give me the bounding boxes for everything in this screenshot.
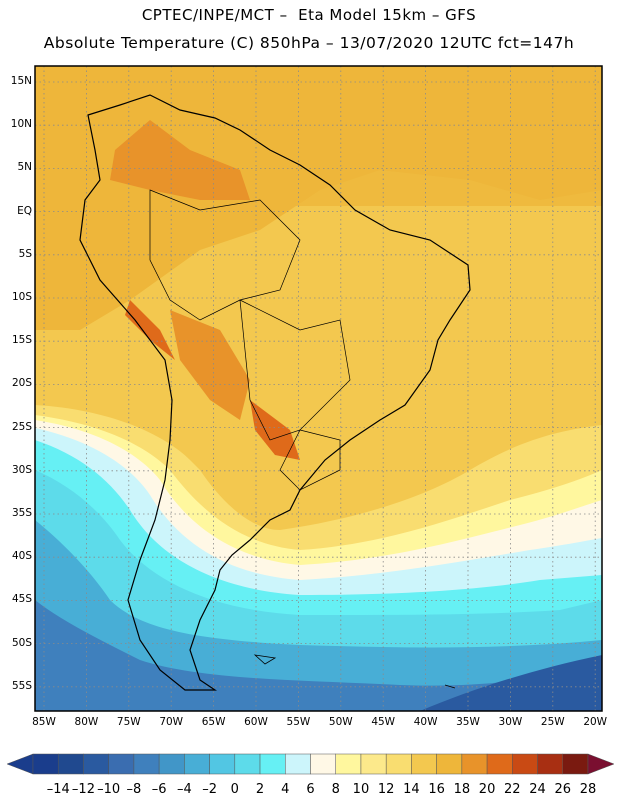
colorbar-cell [57, 753, 84, 775]
lon-label-40W: 40W [413, 716, 438, 728]
map-frame [34, 65, 603, 712]
colorbar-label: –8 [126, 782, 142, 797]
colorbar-cell [461, 753, 488, 775]
south-america-coastline [79, 94, 471, 691]
lat-label-10N: 10N [10, 118, 32, 131]
cold-band-neg10 [420, 655, 602, 711]
colorbar-over-arrow [587, 753, 615, 775]
colorbar-label: 8 [331, 782, 340, 797]
lat-label-40S: 40S [11, 550, 32, 563]
country-borders-north [149, 189, 301, 321]
bolivia-hot-patch [170, 310, 250, 420]
colorbar-cell [32, 753, 59, 775]
colorbar-label: 14 [403, 782, 420, 797]
colorbar-cell [108, 753, 135, 775]
colorbar-cell [209, 753, 236, 775]
colorbar-cell [562, 753, 589, 775]
lat-label-50S: 50S [11, 636, 32, 649]
colorbar-label: –14 [46, 782, 70, 797]
colorbar-cell [360, 753, 387, 775]
map-gridlines [35, 66, 602, 711]
lat-label-35S: 35S [11, 507, 32, 519]
lat-label-25S: 25S [11, 420, 32, 433]
colorbar-label: –2 [202, 782, 217, 797]
lat-label-EQ: EQ [17, 204, 32, 217]
country-borders-south [279, 429, 341, 491]
colorbar-label: –6 [151, 782, 167, 797]
temperature-field [35, 66, 602, 711]
lon-label-50W: 50W [328, 716, 353, 728]
colorbar [6, 753, 615, 775]
colorbar-label: –10 [97, 782, 121, 797]
colorbar-cell [310, 753, 336, 775]
lat-label-15N: 15N [10, 75, 32, 87]
colorbar-cell [411, 753, 437, 775]
colorbar-cell [512, 753, 538, 775]
chart-title-line1: CPTEC/INPE/MCT – Eta Model 15km – GFS [141, 6, 477, 24]
cold-band-neg2 [35, 520, 602, 711]
colorbar-label: 28 [579, 782, 597, 797]
colorbar-label: 20 [478, 782, 496, 797]
colorbar-label: 0 [230, 782, 239, 797]
lat-label-55S: 55S [11, 679, 32, 692]
colorbar-label: 24 [529, 782, 546, 797]
colorbar-cell [259, 753, 286, 775]
lat-label-20S: 20S [11, 377, 32, 390]
lon-label-25W: 25W [540, 716, 565, 728]
colorbar-cell [486, 753, 513, 775]
lon-label-45W: 45W [371, 716, 396, 728]
colorbar-label: 10 [352, 782, 370, 797]
lon-label-65W: 65W [201, 716, 226, 728]
colorbar-label: 22 [504, 782, 521, 797]
colorbar-cell [133, 753, 160, 775]
lat-label-45S: 45S [11, 593, 32, 606]
colorbar-under-arrow [6, 753, 34, 775]
colombia-hot-patch [110, 120, 250, 200]
colorbar-cell [234, 753, 261, 775]
islands [253, 654, 456, 689]
colorbar-cell [285, 753, 311, 775]
lon-label-85W: 85W [32, 716, 56, 728]
lon-label-80W: 80W [74, 716, 99, 728]
colorbar-label: 18 [453, 782, 471, 797]
chart-title-line2: Absolute Temperature (C) 850hPa – 13/07/… [43, 34, 575, 52]
lon-label-35W: 35W [456, 716, 480, 728]
colorbar-label: 6 [306, 782, 315, 797]
colorbar-cell [335, 753, 362, 775]
colorbar-label: –4 [176, 782, 192, 797]
colorbar-cell [537, 753, 564, 775]
colorbar-cell [436, 753, 463, 775]
lat-label-15S: 15S [11, 334, 32, 347]
colorbar-cell [385, 753, 412, 775]
paraguay-hot-patch [250, 400, 300, 460]
lat-label-10S: 10S [11, 291, 32, 303]
lat-label-5N: 5N [17, 161, 32, 174]
colorbar-label: 12 [377, 782, 395, 797]
lat-label-30S: 30S [11, 463, 32, 476]
colorbar-cells [6, 753, 615, 775]
lat-label-5S: 5S [18, 247, 32, 260]
colorbar-label: 26 [554, 782, 572, 797]
colorbar-cell [158, 753, 185, 775]
lon-label-30W: 30W [498, 716, 523, 728]
colorbar-label: 4 [281, 782, 290, 797]
colorbar-label: –12 [71, 782, 95, 797]
lon-label-20W: 20W [583, 716, 608, 728]
country-borders-central [239, 299, 351, 441]
lon-label-70W: 70W [159, 716, 184, 728]
north-warm-zone [35, 66, 602, 330]
lon-label-60W: 60W [244, 716, 268, 728]
colorbar-cell [184, 753, 210, 775]
andes-hot-patch [125, 300, 175, 360]
lon-label-75W: 75W [116, 716, 141, 728]
colorbar-label: 2 [255, 782, 265, 797]
colorbar-label: 16 [428, 782, 445, 797]
colorbar-cell [83, 753, 109, 775]
lon-label-55W: 55W [286, 716, 311, 728]
